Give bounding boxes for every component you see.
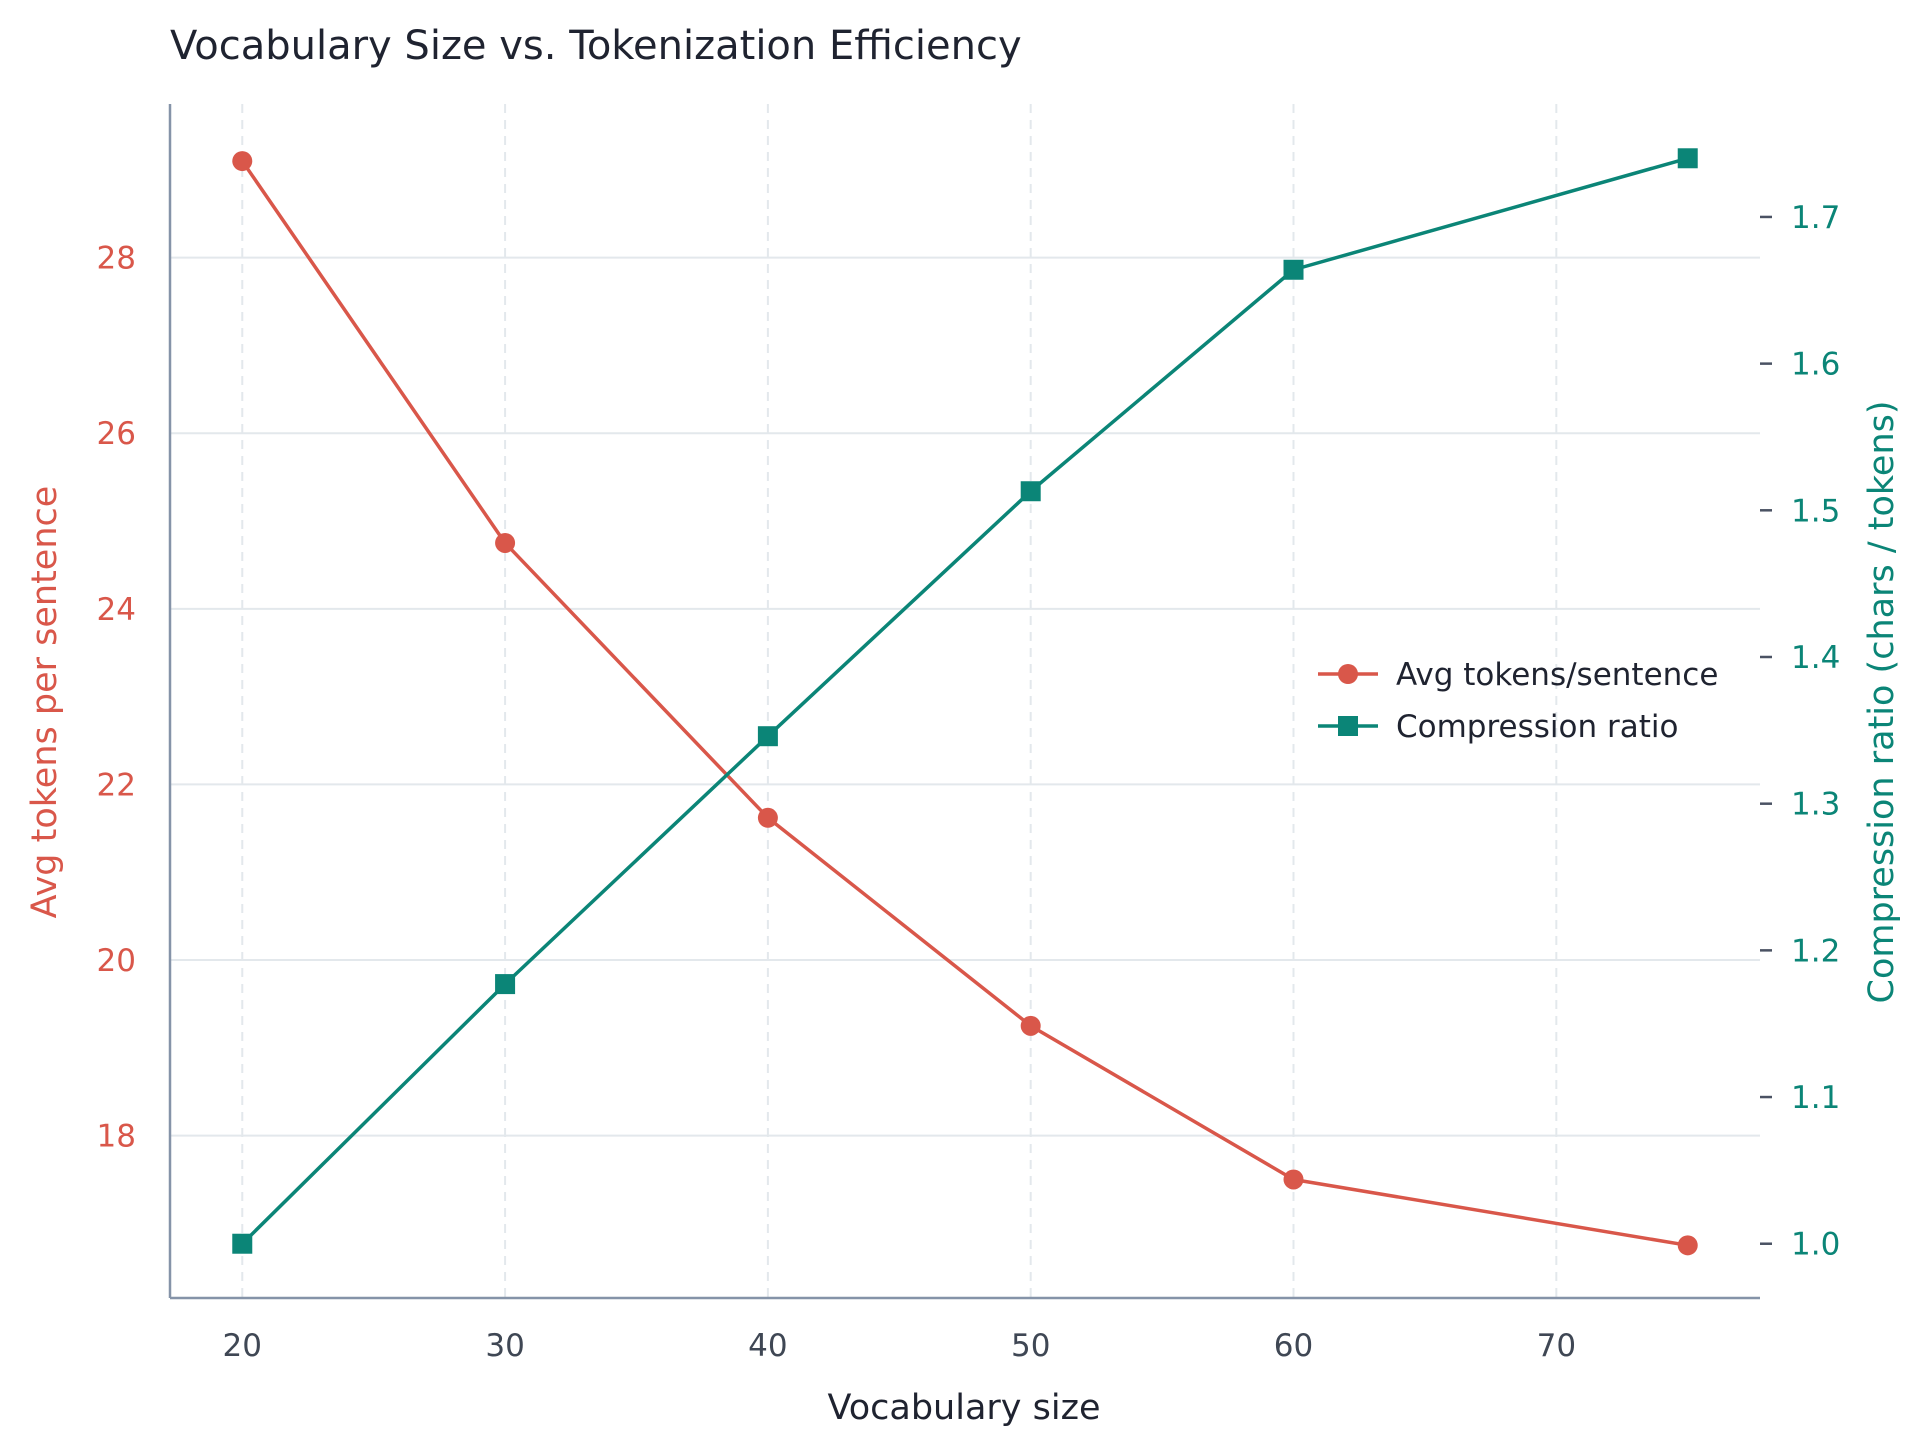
x-tick-label: 40 <box>748 1328 787 1364</box>
x-tick-label: 50 <box>1011 1328 1050 1364</box>
y-left-tick-label: 22 <box>97 767 136 803</box>
compression-ratio-point <box>757 726 778 747</box>
x-tick-label: 30 <box>485 1328 524 1364</box>
x-tick-label: 20 <box>223 1328 262 1364</box>
legend-compression-ratio-marker <box>1338 716 1358 736</box>
y-right-tick-label: 1.5 <box>1791 493 1840 529</box>
chart-title: Vocabulary Size vs. Tokenization Efficie… <box>170 23 1022 69</box>
x-axis-label: Vocabulary size <box>828 1388 1101 1428</box>
y-right-tick-label: 1.6 <box>1791 347 1840 383</box>
y-right-tick-label: 1.4 <box>1791 640 1840 676</box>
legend-avg-tokens-marker <box>1338 664 1358 684</box>
y-right-tick-label: 1.2 <box>1791 933 1840 969</box>
avg-tokens-point <box>1020 1015 1041 1036</box>
compression-ratio-line <box>240 156 1690 1246</box>
legend-label-compression-ratio: Compression ratio <box>1396 709 1678 745</box>
y-left-axis-label: Avg tokens per sentence <box>25 486 65 919</box>
y-right-tick-label: 1.0 <box>1791 1227 1840 1263</box>
axes: 18 20 22 24 26 28 1.0 1.1 1.2 1.3 1.4 1.5 1.6 1.7 20 30… <box>97 104 1840 1364</box>
compression-ratio-point <box>232 1233 253 1254</box>
avg-tokens-line <box>240 159 1690 1248</box>
y-right-axis-label: Compression ratio (chars / tokens) <box>1862 400 1902 1003</box>
y-left-tick-label: 24 <box>97 592 136 628</box>
compression-ratio-point <box>1283 259 1304 280</box>
y-left-tick-label: 20 <box>97 943 136 979</box>
legend-label-avg-tokens: Avg tokens/sentence <box>1396 657 1718 693</box>
legend: Avg tokens/sentence Compression ratio <box>1318 657 1718 745</box>
x-tick-label: 70 <box>1537 1328 1576 1364</box>
y-right-tick-label: 1.3 <box>1791 787 1840 823</box>
y-left-tick-label: 26 <box>97 416 136 452</box>
y-right-tick-label: 1.1 <box>1791 1080 1840 1116</box>
y-right-tick-label: 1.7 <box>1791 200 1840 236</box>
compression-ratio-point <box>1677 148 1698 169</box>
y-left-tick-label: 18 <box>97 1119 136 1155</box>
y-left-tick-label: 28 <box>97 241 136 277</box>
avg-tokens-point <box>1283 1169 1304 1190</box>
compression-ratio-point <box>1020 481 1041 502</box>
x-tick-label: 60 <box>1274 1328 1313 1364</box>
compression-ratio-point <box>495 974 516 995</box>
avg-tokens-point <box>495 532 516 553</box>
avg-tokens-point <box>1677 1235 1698 1256</box>
avg-tokens-point <box>757 807 778 828</box>
grid <box>170 104 1760 1298</box>
avg-tokens-point <box>232 151 253 172</box>
series <box>232 148 1698 1256</box>
